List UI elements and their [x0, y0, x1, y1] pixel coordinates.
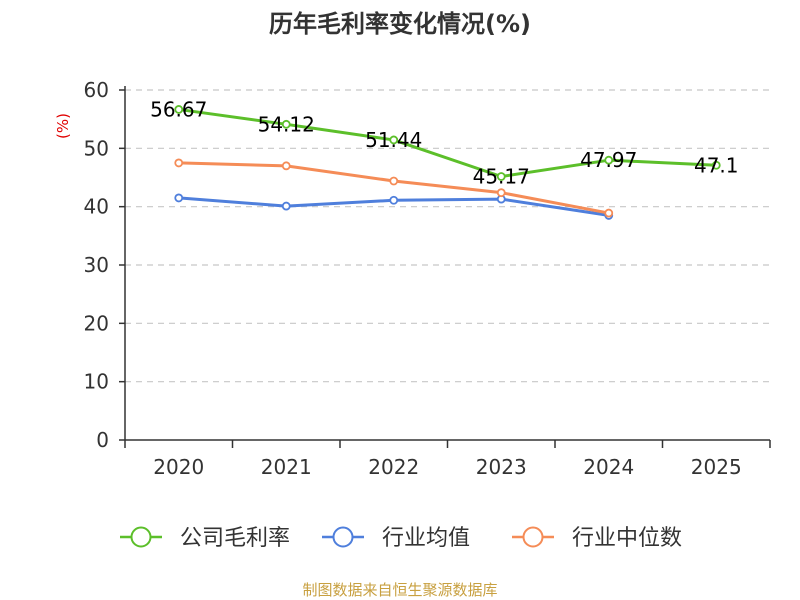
legend: 公司毛利率 行业均值 行业中位数 [120, 526, 682, 551]
data-label: 47.97 [580, 148, 637, 172]
y-tick-label: 50 [84, 136, 109, 160]
series-marker-2 [174, 193, 184, 203]
series-marker-3 [389, 176, 399, 186]
x-axis-ticks: 2020 2021 2022 2023 2024 2025 [124, 440, 771, 479]
series-marker-3 [174, 158, 184, 168]
legend-marker-icon [130, 526, 152, 548]
series-group [174, 105, 721, 220]
legend-label: 行业均值 [382, 526, 470, 551]
axes [124, 86, 770, 441]
legend-item-2[interactable]: 行业均值 [322, 526, 470, 551]
y-axis-ticks: 0 10 20 30 40 50 60 [84, 78, 125, 452]
series-marker-1 [281, 119, 291, 129]
y-tick-label: 10 [84, 370, 109, 394]
y-tick-label: 20 [84, 311, 109, 335]
series-marker-2 [281, 201, 291, 211]
legend-label: 行业中位数 [572, 526, 682, 551]
y-tick-label: 0 [96, 428, 109, 452]
x-tick-label: 2025 [691, 455, 742, 479]
series-marker-1 [496, 172, 506, 181]
data-label: 51.44 [365, 128, 422, 152]
series-marker-1 [711, 160, 721, 170]
data-label: 47.1 [694, 153, 739, 177]
data-label: 56.67 [150, 97, 207, 121]
series-marker-3 [496, 188, 506, 198]
x-tick-label: 2021 [261, 455, 312, 479]
data-labels: 56.67 54.12 51.44 45.17 47.97 47.1 [150, 97, 738, 188]
x-tick-label: 2022 [368, 455, 419, 479]
y-tick-label: 60 [84, 78, 109, 102]
y-tick-label: 40 [84, 195, 109, 219]
x-tick-label: 2023 [476, 455, 527, 479]
data-label: 54.12 [258, 112, 315, 136]
source-caption: 制图数据来自恒生聚源数据库 [302, 581, 497, 599]
series-marker-1 [604, 155, 614, 165]
series-marker-3 [281, 161, 291, 171]
grid-lines [125, 89, 770, 383]
legend-item-3[interactable]: 行业中位数 [512, 526, 682, 551]
series-marker-3 [604, 208, 614, 218]
chart-title: 历年毛利率变化情况(%) [269, 10, 531, 38]
series-marker-2 [389, 195, 399, 205]
series-line-1 [178, 107, 717, 179]
legend-marker-icon [332, 526, 354, 548]
data-label: 45.17 [473, 165, 530, 189]
legend-label: 公司毛利率 [180, 526, 290, 551]
y-axis-unit-label: (%) [54, 113, 72, 139]
series-marker-1 [174, 105, 184, 114]
legend-marker-icon [522, 526, 544, 548]
legend-item-1[interactable]: 公司毛利率 [120, 526, 290, 551]
y-tick-label: 30 [84, 253, 109, 277]
x-tick-label: 2020 [153, 455, 204, 479]
series-marker-1 [389, 135, 399, 145]
x-tick-label: 2024 [583, 455, 634, 479]
